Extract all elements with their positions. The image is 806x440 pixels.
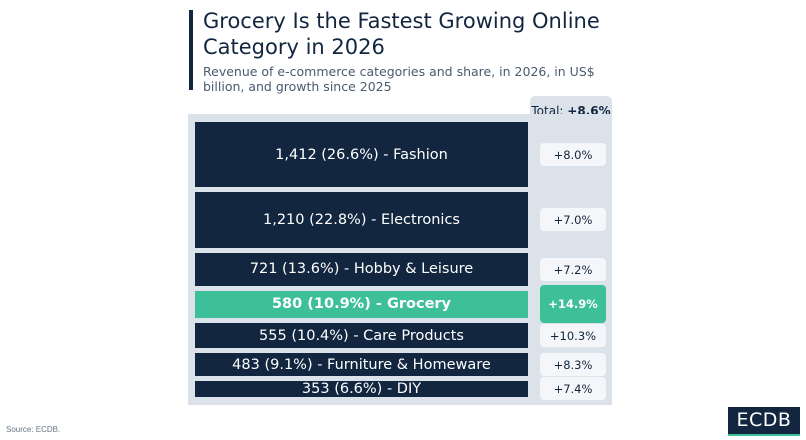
growth-badge: +14.9%: [540, 285, 606, 324]
bar-care-products: 555 (10.4%) - Care Products: [195, 322, 528, 349]
source-note: Source: ECDB.: [6, 425, 61, 434]
bar-furniture-homeware: 483 (9.1%) - Furniture & Homeware: [195, 353, 528, 376]
chart-subtitle: Revenue of e-commerce categories and sha…: [203, 64, 595, 94]
growth-badge: +7.0%: [540, 208, 606, 232]
bar-hobby-leisure: 721 (13.6%) - Hobby & Leisure: [195, 252, 528, 287]
growth-badge: +8.3%: [540, 353, 606, 377]
bar-label: 1,412 (26.6%) - Fashion: [275, 146, 448, 163]
bar-label: 353 (6.6%) - DIY: [301, 380, 422, 397]
title-accent-bar: [189, 10, 193, 90]
growth-badge: +7.4%: [540, 377, 606, 401]
ecdb-logo: ECDB: [728, 407, 800, 436]
bar-label: 555 (10.4%) - Care Products: [259, 327, 464, 344]
bar-label: 721 (13.6%) - Hobby & Leisure: [249, 261, 474, 278]
bar-label: 1,210 (22.8%) - Electronics: [263, 211, 460, 228]
chart-title: Grocery Is the Fastest Growing Online Ca…: [203, 9, 600, 59]
growth-badge: +7.2%: [540, 258, 606, 281]
bar-label: 483 (9.1%) - Furniture & Homeware: [232, 356, 491, 373]
bar-fashion: 1,412 (26.6%) - Fashion: [195, 122, 528, 188]
bar-label: 580 (10.9%) - Grocery: [271, 296, 452, 313]
bar-grocery: 580 (10.9%) - Grocery: [195, 291, 528, 318]
bar-electronics: 1,210 (22.8%) - Electronics: [195, 192, 528, 248]
growth-badge: +8.0%: [540, 143, 606, 167]
growth-badge: +10.3%: [540, 324, 606, 348]
bar-diy: 353 (6.6%) - DIY: [195, 380, 528, 397]
